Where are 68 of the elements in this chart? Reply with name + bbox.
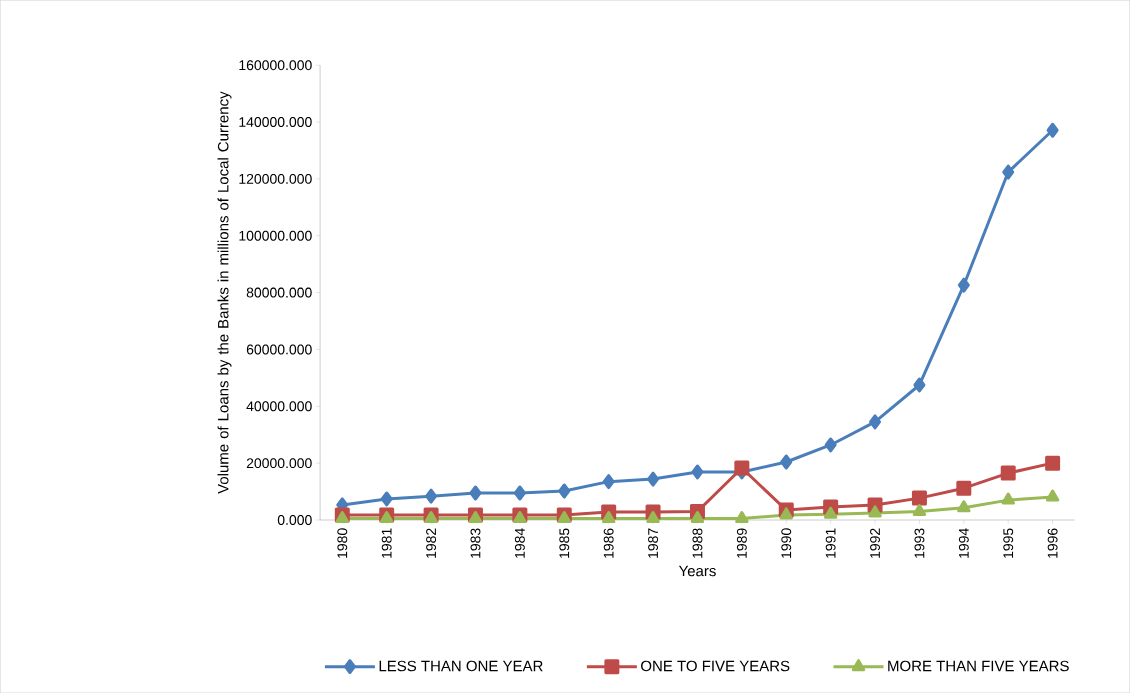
point — [335, 511, 349, 524]
y-tick-label: 20000.000 — [246, 458, 312, 469]
x-tick-label: 1982 — [426, 528, 437, 558]
x-tick-label: 1981 — [381, 528, 392, 558]
point — [557, 511, 571, 524]
point — [1002, 164, 1015, 180]
y-tick-label: 100000.000 — [239, 230, 312, 241]
point — [646, 511, 660, 524]
point — [1045, 489, 1060, 502]
y-tick-label: 40000.000 — [246, 401, 312, 412]
point — [868, 505, 882, 518]
x-tick-label: 1985 — [559, 528, 570, 558]
x-tick-label: 1980 — [337, 528, 348, 558]
y-axis-title: Volume of Loans by the Banks in millions of Local Currency — [217, 91, 232, 494]
point — [602, 474, 615, 490]
x-tick-label: 1990 — [781, 528, 792, 558]
point — [647, 471, 660, 487]
x-tick-label: 1991 — [825, 528, 836, 558]
point — [379, 511, 394, 524]
x-tick-label: 1987 — [648, 528, 659, 558]
y-tick-label: 120000.000 — [239, 173, 312, 184]
y-tick-label: 140000.000 — [239, 117, 312, 127]
point — [691, 464, 704, 480]
point — [513, 511, 527, 524]
x-tick-label: 1989 — [736, 528, 747, 558]
x-tick-label: 1993 — [914, 528, 925, 558]
x-axis-title: Years — [678, 565, 716, 577]
point — [558, 483, 571, 499]
point — [956, 480, 972, 496]
point — [912, 503, 927, 516]
point — [823, 506, 838, 519]
point — [734, 460, 750, 476]
point — [1045, 455, 1061, 471]
x-tick-label: 1983 — [470, 528, 481, 558]
point — [425, 488, 438, 504]
point — [869, 414, 882, 430]
point — [1000, 465, 1016, 481]
x-tick-label: 1992 — [870, 528, 880, 558]
x-tick-label: 1996 — [1047, 528, 1058, 558]
point — [690, 511, 705, 524]
point — [424, 511, 438, 524]
point — [1001, 492, 1015, 505]
point — [780, 454, 793, 470]
point — [601, 511, 616, 524]
point — [957, 500, 971, 513]
point — [911, 490, 927, 506]
y-tick-label: 0.000 — [277, 514, 312, 525]
legend-label: ONE TO FIVE YEARS — [641, 660, 790, 672]
point — [913, 377, 926, 393]
point — [1046, 122, 1059, 138]
x-tick-label: 1988 — [692, 528, 703, 558]
y-tick-label: 80000.000 — [246, 287, 312, 298]
x-tick-label: 1994 — [958, 528, 969, 558]
point — [380, 491, 393, 507]
y-tick-label: 160000.000 — [239, 60, 312, 71]
point — [735, 511, 749, 524]
y-tick-label: 60000.000 — [246, 344, 312, 355]
point — [513, 485, 526, 501]
x-tick-label: 1995 — [1003, 528, 1014, 558]
legend-label: MORE THAN FIVE YEARS — [888, 660, 1069, 672]
x-tick-label: 1986 — [603, 528, 614, 558]
x-tick-label: 1984 — [514, 528, 525, 558]
legend-label: LESS THAN ONE YEAR — [379, 660, 543, 672]
point — [468, 511, 483, 524]
point — [469, 485, 482, 501]
point — [779, 507, 793, 520]
point — [957, 277, 970, 293]
point — [824, 437, 837, 453]
